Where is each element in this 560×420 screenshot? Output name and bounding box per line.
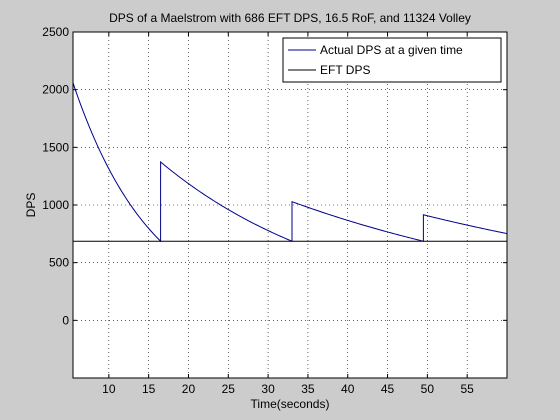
x-tick-label: 30 xyxy=(261,382,275,396)
ticks: 10 15 20 25 30 35 40 45 50 55 0 500 1000 1500 2000 2500 xyxy=(42,25,507,396)
y-tick-label: 500 xyxy=(49,256,69,270)
grid xyxy=(73,32,507,378)
x-tick-label: 45 xyxy=(381,382,395,396)
legend-box xyxy=(282,37,502,83)
chart-title: DPS of a Maelstrom with 686 EFT DPS, 16.… xyxy=(109,11,471,25)
series-layer xyxy=(72,82,508,243)
y-axis-label: DPS xyxy=(24,193,38,218)
x-tick-label: 15 xyxy=(142,382,156,396)
y-tick-label: 1000 xyxy=(42,198,69,212)
legend-label-eft-dps: EFT DPS xyxy=(320,63,370,77)
x-tick-label: 40 xyxy=(341,382,355,396)
x-tick-label: 10 xyxy=(102,382,116,396)
y-tick-label: 1500 xyxy=(42,140,69,154)
legend-label-actual-dps: Actual DPS at a given time xyxy=(320,43,463,57)
x-tick-label: 55 xyxy=(461,382,475,396)
y-tick-label: 2000 xyxy=(42,83,69,97)
y-tick-label: 2500 xyxy=(42,25,69,39)
x-tick-label: 50 xyxy=(421,382,435,396)
x-tick-label: 20 xyxy=(182,382,196,396)
x-tick-label: 35 xyxy=(301,382,315,396)
series-line-actual-dps xyxy=(72,82,508,243)
x-axis-label: Time(seconds) xyxy=(251,397,330,411)
y-tick-label: 0 xyxy=(62,313,69,327)
x-tick-label: 25 xyxy=(222,382,236,396)
legend: Actual DPS at a given time EFT DPS xyxy=(282,37,502,83)
